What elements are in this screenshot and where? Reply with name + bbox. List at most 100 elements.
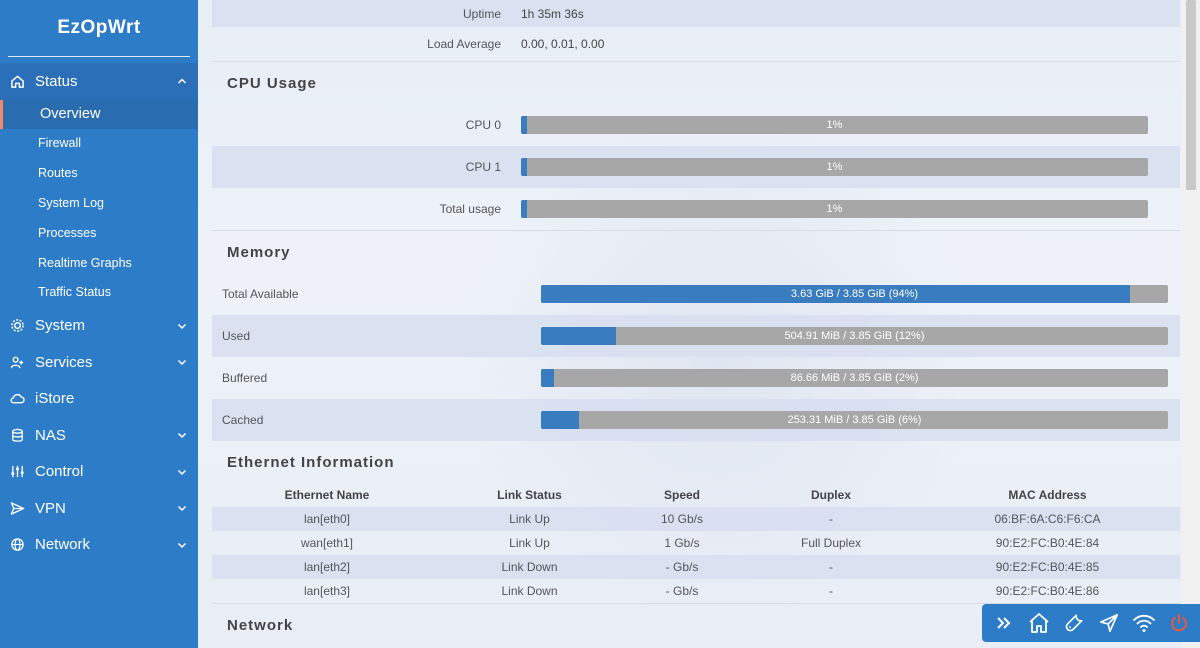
mem-buffered-label: Buffered xyxy=(222,371,268,385)
cpu-total-progress-fill xyxy=(521,200,528,218)
cpu1-row: CPU 1 1% xyxy=(212,146,1180,188)
memory-title: Memory xyxy=(227,243,291,261)
cell-link-status: Link Up xyxy=(509,536,550,550)
sidebar-item-routes[interactable]: Routes xyxy=(38,166,78,181)
menu-system-label: System xyxy=(35,317,86,335)
uptime-label: Uptime xyxy=(462,6,501,21)
mem-cached-text: 253.31 MiB / 3.85 GiB (6%) xyxy=(787,414,922,426)
brand-divider xyxy=(8,56,190,57)
cpu0-label: CPU 0 xyxy=(465,118,501,132)
paper-plane-icon xyxy=(9,500,25,516)
menu-nas[interactable]: NAS xyxy=(0,417,198,454)
sidebar-item-realtime-graphs[interactable]: Realtime Graphs xyxy=(38,255,132,270)
menu-istore[interactable]: iStore xyxy=(0,380,198,417)
cell-duplex: - xyxy=(747,555,915,579)
sidebar-item-system-log[interactable]: System Log xyxy=(38,195,105,210)
overview-panel: Uptime 1h 35m 36s Load Average 0.00, 0.0… xyxy=(212,0,1180,646)
wifi-icon[interactable] xyxy=(1129,608,1159,638)
scrollbar-thumb[interactable] xyxy=(1186,0,1196,190)
mem-used-bar: 504.91 MiB / 3.85 GiB (12%) xyxy=(541,327,1168,345)
mem-total-available-label: Total Available xyxy=(222,287,299,301)
menu-nas-label: NAS xyxy=(35,426,66,444)
chevron-up-icon xyxy=(176,76,188,86)
main-content: Uptime 1h 35m 36s Load Average 0.00, 0.0… xyxy=(198,0,1200,648)
chevron-down-icon xyxy=(176,357,188,367)
menu-vpn[interactable]: VPN xyxy=(0,490,198,527)
cpu-total-row: Total usage 1% xyxy=(212,188,1180,230)
services-icon xyxy=(9,354,25,370)
home-icon xyxy=(9,73,25,89)
cpu-section-header: CPU Usage xyxy=(212,62,1180,104)
mem-used-text: 504.91 MiB / 3.85 GiB (12%) xyxy=(784,330,925,342)
cpu-total-label: Total usage xyxy=(439,202,501,216)
mem-cached-label: Cached xyxy=(222,413,264,427)
table-row: lan[eth0] Link Up 10 Gb/s - 06:BF:6A:C6:… xyxy=(212,507,1180,531)
mem-total-available-fill xyxy=(541,285,1131,303)
col-mac-address: MAC Address xyxy=(1008,488,1087,502)
brand-logo[interactable]: EzOpWrt xyxy=(57,17,141,38)
uptime-value: 1h 35m 36s xyxy=(521,6,584,21)
gear-icon xyxy=(9,318,25,334)
vertical-scrollbar[interactable] xyxy=(1182,0,1200,648)
send-icon[interactable] xyxy=(1094,608,1124,638)
mem-cached-row: Cached 253.31 MiB / 3.85 GiB (6%) xyxy=(212,399,1180,441)
table-row: lan[eth2] Link Down - Gb/s - 90:E2:FC:B0… xyxy=(212,555,1180,579)
cell-link-status: Link Down xyxy=(442,555,617,579)
cloud-icon xyxy=(9,391,25,407)
menu-status[interactable]: Status xyxy=(0,63,198,100)
cell-name: wan[eth1] xyxy=(300,536,354,550)
sidebar-item-processes[interactable]: Processes xyxy=(38,225,97,240)
cell-mac: 90:E2:FC:B0:4E:86 xyxy=(995,584,1100,598)
menu-services[interactable]: Services xyxy=(0,344,198,381)
section-divider xyxy=(212,603,1180,604)
quick-toolbar xyxy=(982,604,1200,642)
col-speed: Speed xyxy=(663,488,700,502)
mem-used-fill xyxy=(541,327,617,345)
main-menu: Status Overview Firewall Routes System L… xyxy=(0,63,198,563)
sliders-icon xyxy=(9,464,25,480)
load-average-row: Load Average 0.00, 0.01, 0.00 xyxy=(212,27,1180,61)
ethernet-section-header: Ethernet Information xyxy=(212,441,1180,483)
cell-mac: 06:BF:6A:C6:F6:CA xyxy=(915,507,1180,531)
sidebar-item-overview[interactable]: Overview xyxy=(0,99,198,129)
mem-cached-fill xyxy=(541,411,579,429)
menu-system[interactable]: System xyxy=(0,307,198,344)
memory-section-header: Memory xyxy=(212,231,1180,273)
cell-speed: 1 Gb/s xyxy=(664,536,700,550)
chevron-down-icon xyxy=(176,540,188,550)
cell-link-status: Link Down xyxy=(501,584,558,598)
section-divider xyxy=(212,61,1180,62)
table-row: wan[eth1] Link Up 1 Gb/s Full Duplex 90:… xyxy=(212,531,1180,555)
wrench-icon[interactable] xyxy=(1059,608,1089,638)
menu-vpn-label: VPN xyxy=(35,499,66,517)
sidebar-item-firewall[interactable]: Firewall xyxy=(38,136,82,151)
cell-speed: 10 Gb/s xyxy=(617,507,747,531)
cell-duplex: - xyxy=(829,584,833,598)
cpu1-progress-bar: 1% xyxy=(521,158,1148,176)
cpu0-progress-bar: 1% xyxy=(521,116,1148,134)
menu-control[interactable]: Control xyxy=(0,453,198,490)
cpu1-label: CPU 1 xyxy=(465,160,501,174)
power-icon[interactable] xyxy=(1164,608,1194,638)
table-header-row: Ethernet Name Link Status Speed Duplex M… xyxy=(212,483,1180,507)
home-icon[interactable] xyxy=(1024,608,1054,638)
cpu1-progress-text: 1% xyxy=(826,161,843,173)
cell-name: lan[eth0] xyxy=(212,507,442,531)
load-average-label: Load Average xyxy=(427,37,501,51)
cpu0-row: CPU 0 1% xyxy=(212,104,1180,146)
mem-buffered-text: 86.66 MiB / 3.85 GiB (2%) xyxy=(790,372,919,384)
menu-services-label: Services xyxy=(35,353,93,371)
sidebar-item-traffic-status[interactable]: Traffic Status xyxy=(38,285,111,300)
menu-network[interactable]: Network xyxy=(0,526,198,563)
cell-duplex: - xyxy=(747,507,915,531)
double-chevron-icon[interactable] xyxy=(989,608,1019,638)
sidebar: EzOpWrt Status Overview Firewall Routes … xyxy=(0,0,198,648)
ethernet-title: Ethernet Information xyxy=(227,453,395,471)
cpu-total-progress-bar: 1% xyxy=(521,200,1148,218)
uptime-row: Uptime 1h 35m 36s xyxy=(212,0,1180,27)
chevron-down-icon xyxy=(176,321,188,331)
menu-network-label: Network xyxy=(35,536,91,554)
cpu-total-progress-text: 1% xyxy=(826,203,843,215)
cell-link-status: Link Up xyxy=(442,507,617,531)
ethernet-table: Ethernet Name Link Status Speed Duplex M… xyxy=(212,483,1180,603)
